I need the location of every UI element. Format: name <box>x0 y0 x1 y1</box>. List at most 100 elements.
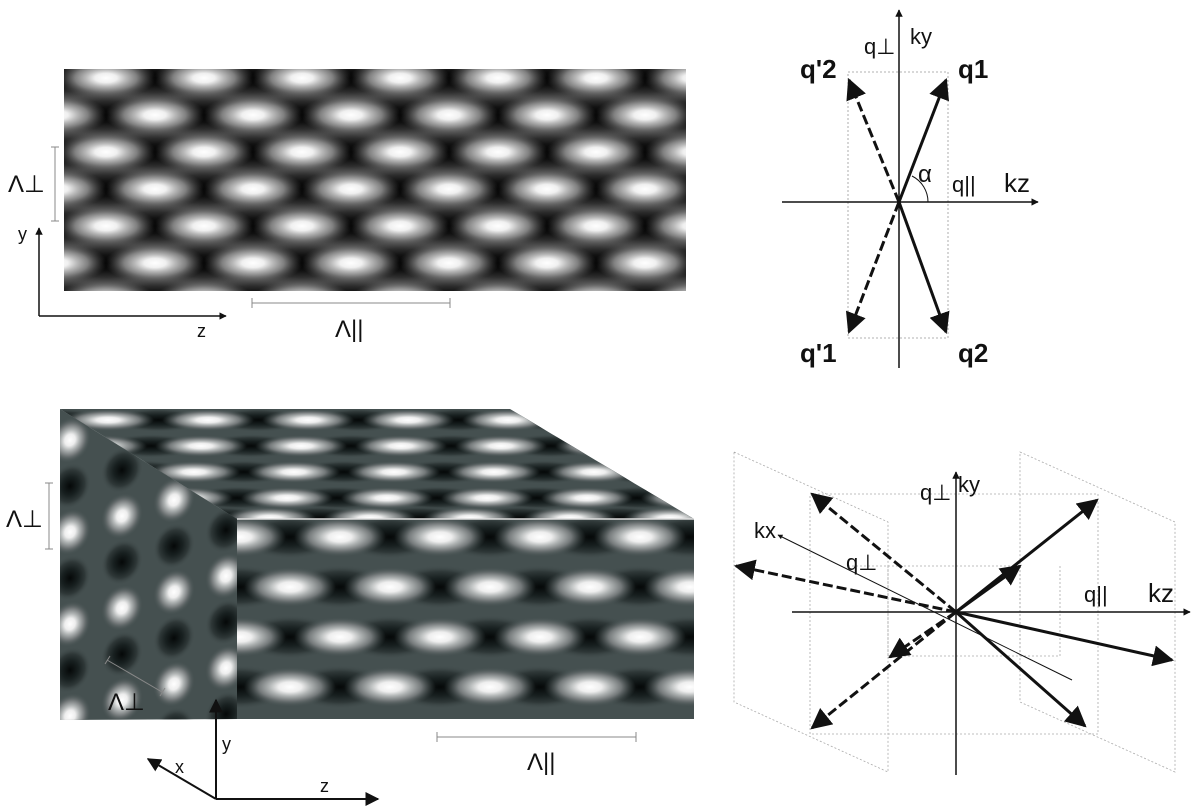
bright-spot <box>644 205 686 247</box>
lambda-par-label-2d: Λ|| <box>335 316 364 343</box>
dark-spot <box>789 486 885 510</box>
q-prime-vector-3d-1 <box>810 492 957 614</box>
bright-spot <box>323 507 416 519</box>
bright-spot <box>494 519 586 557</box>
bright-spot <box>0 205 58 247</box>
bright-spot <box>647 461 694 483</box>
lambda-perp-label-3d-bottom: Λ⊥ <box>108 689 145 716</box>
pattern-2d-spots <box>0 69 850 291</box>
lambda-perp-label-2d: Λ⊥ <box>8 171 45 198</box>
dark-spot <box>690 578 694 596</box>
q2-label: q2 <box>958 338 988 368</box>
bright-spot <box>244 667 336 707</box>
kz-label-2d: kz <box>1004 168 1030 198</box>
dark-spot <box>690 678 694 696</box>
bright-spot <box>204 552 237 600</box>
bright-spot <box>350 69 450 99</box>
q2-vector <box>897 201 950 334</box>
bright-spot <box>105 168 205 210</box>
dark-spot <box>603 434 694 458</box>
bright-spot <box>0 131 58 173</box>
bright-spot <box>203 242 303 284</box>
dark-spot <box>610 409 694 432</box>
bright-spot <box>546 69 646 99</box>
bright-spot <box>240 487 333 509</box>
bright-spot <box>693 242 793 284</box>
bright-spot <box>64 131 156 173</box>
ky-label-3d: ky <box>958 472 980 497</box>
bright-spot <box>60 508 92 556</box>
bright-spot <box>644 567 694 607</box>
alpha-arc <box>911 175 929 203</box>
bright-spot <box>154 131 254 173</box>
bright-spot <box>394 519 486 557</box>
alpha-label: α <box>918 161 932 188</box>
bright-spot <box>64 168 107 210</box>
bright-spot <box>544 567 636 607</box>
bright-spot <box>256 279 348 291</box>
bright-spot <box>301 94 401 136</box>
bright-spot <box>655 435 694 457</box>
scale-bars-3d <box>45 482 637 742</box>
bright-spot <box>145 745 204 807</box>
dark-spot <box>152 706 196 720</box>
box-front-spots <box>237 519 694 709</box>
q-vector-3d-3 <box>955 610 1175 667</box>
bright-spot <box>497 94 597 136</box>
bright-spot <box>64 242 107 284</box>
bright-spot <box>399 168 499 210</box>
bright-spot <box>595 94 686 136</box>
bright-spot <box>547 461 640 483</box>
bright-spot <box>344 667 436 707</box>
bright-spot <box>294 519 386 557</box>
bright-spot <box>555 435 648 457</box>
bright-spot <box>444 667 536 707</box>
bright-spot <box>497 242 597 284</box>
bright-spot <box>594 617 686 657</box>
dark-spot <box>685 73 686 83</box>
bright-spot <box>394 617 486 657</box>
x-axis-3d <box>146 758 217 800</box>
bright-spot <box>594 519 686 557</box>
bright-spot <box>100 584 144 632</box>
bright-spot <box>252 69 352 99</box>
bright-spot <box>350 131 450 173</box>
ky-label-2d: ky <box>910 24 932 49</box>
bright-spot <box>64 279 152 291</box>
y-axis-2d-label: y <box>18 224 27 244</box>
bright-spot <box>247 461 340 483</box>
bright-spot <box>354 279 446 291</box>
bright-spot <box>60 416 92 464</box>
bright-spot <box>350 205 450 247</box>
projection-box-2d <box>847 71 949 339</box>
dark-spot <box>100 538 144 586</box>
bright-spot <box>444 567 536 607</box>
bright-spot <box>152 476 196 524</box>
bright-spot <box>100 676 144 720</box>
bright-spot <box>301 168 401 210</box>
bright-spot <box>64 69 156 99</box>
q-par-label-2d: q|| <box>952 172 976 197</box>
bright-spot <box>100 492 144 540</box>
bright-spot <box>237 617 286 657</box>
bright-spot <box>237 519 286 557</box>
bright-spot <box>158 279 250 291</box>
bright-spot <box>244 567 336 607</box>
dark-spot <box>100 630 144 678</box>
bright-spot <box>152 568 196 616</box>
dark-spot <box>688 486 694 510</box>
bright-spot <box>448 131 548 173</box>
bright-spot <box>252 205 352 247</box>
q2-prime-label: q'2 <box>800 54 837 84</box>
bright-spot <box>60 692 92 720</box>
bright-spot <box>648 279 686 291</box>
bright-spot <box>497 168 597 210</box>
bright-spot <box>152 660 196 708</box>
scale-bars-2d <box>51 146 451 308</box>
pattern-2d <box>0 69 850 291</box>
kx-axis-3d <box>777 534 1073 681</box>
y-axis-3d-label: y <box>222 734 231 754</box>
z-axis-3d-label: z <box>320 776 329 796</box>
dark-spot <box>734 241 850 285</box>
